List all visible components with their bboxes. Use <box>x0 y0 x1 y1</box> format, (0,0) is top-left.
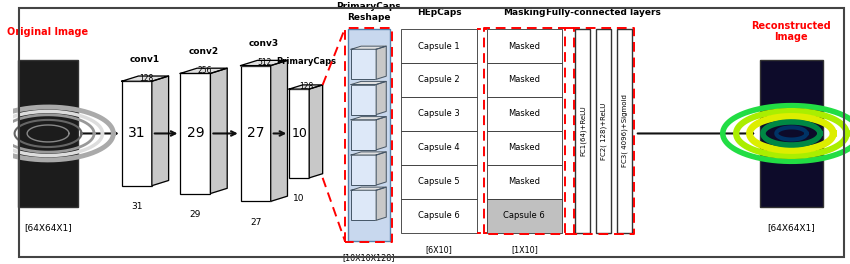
Polygon shape <box>351 46 386 49</box>
Text: 10: 10 <box>293 194 305 203</box>
Bar <box>487 97 562 131</box>
Bar <box>401 63 477 97</box>
Polygon shape <box>152 76 168 186</box>
Polygon shape <box>289 85 323 89</box>
Text: 27: 27 <box>246 126 264 140</box>
Text: FC2( 128)+ReLU: FC2( 128)+ReLU <box>601 102 607 159</box>
Text: 10: 10 <box>292 127 307 140</box>
Bar <box>487 199 562 233</box>
Text: FC1(64)+ReLU: FC1(64)+ReLU <box>580 106 586 156</box>
Text: Capsule 5: Capsule 5 <box>418 177 460 186</box>
Bar <box>351 155 377 185</box>
Text: Capsule 6: Capsule 6 <box>503 211 545 220</box>
Text: 27: 27 <box>250 218 261 227</box>
Text: Capsule 3: Capsule 3 <box>418 109 460 118</box>
Text: [64X64X1]: [64X64X1] <box>768 223 815 232</box>
Text: Reconstructed
Image: Reconstructed Image <box>751 21 831 43</box>
Text: PrimaryCaps: PrimaryCaps <box>276 57 336 66</box>
Bar <box>18 60 78 206</box>
Bar <box>597 29 611 233</box>
Bar <box>351 49 377 79</box>
Polygon shape <box>377 46 386 79</box>
Polygon shape <box>180 68 227 73</box>
Text: 29: 29 <box>190 210 201 219</box>
Polygon shape <box>122 76 168 81</box>
Text: 512: 512 <box>258 59 272 68</box>
Text: FC3( 4096)+Sigmoid: FC3( 4096)+Sigmoid <box>621 95 628 167</box>
Text: Fully-connected layers: Fully-connected layers <box>547 8 661 17</box>
Polygon shape <box>211 68 227 194</box>
Bar <box>760 60 823 206</box>
Bar <box>351 190 377 220</box>
Text: Capsule 2: Capsule 2 <box>418 76 460 84</box>
Text: Masked: Masked <box>508 41 541 50</box>
Bar <box>351 120 377 150</box>
Text: 128: 128 <box>299 82 314 92</box>
Bar <box>180 73 211 194</box>
Polygon shape <box>377 81 386 115</box>
Bar <box>241 65 270 201</box>
Bar <box>487 63 562 97</box>
Polygon shape <box>241 60 287 65</box>
Polygon shape <box>309 85 323 178</box>
Text: conv2: conv2 <box>189 47 218 56</box>
Text: 256: 256 <box>197 66 212 75</box>
Bar <box>575 29 591 233</box>
Text: Masked: Masked <box>508 143 541 152</box>
Bar <box>401 97 477 131</box>
Text: [10X10X128]: [10X10X128] <box>343 253 395 262</box>
Polygon shape <box>377 117 386 150</box>
Text: Masked: Masked <box>508 177 541 186</box>
Text: Capsule 1: Capsule 1 <box>418 41 460 50</box>
Bar <box>401 199 477 233</box>
Bar <box>617 29 632 233</box>
Text: PrimaryCaps
Reshape: PrimaryCaps Reshape <box>337 2 401 22</box>
Bar <box>401 165 477 199</box>
Polygon shape <box>377 187 386 220</box>
Text: 31: 31 <box>131 202 143 211</box>
Text: [6X10]: [6X10] <box>426 245 452 254</box>
Polygon shape <box>351 81 386 84</box>
Bar <box>289 89 309 178</box>
Text: 31: 31 <box>128 126 145 140</box>
Text: 128: 128 <box>139 74 153 83</box>
Bar <box>487 29 562 63</box>
Polygon shape <box>351 187 386 190</box>
Text: Capsule 4: Capsule 4 <box>418 143 460 152</box>
Polygon shape <box>270 60 287 201</box>
Bar <box>401 131 477 165</box>
Text: Masked: Masked <box>508 109 541 118</box>
Text: 29: 29 <box>186 126 204 140</box>
Bar <box>401 29 477 63</box>
Text: Capsule 6: Capsule 6 <box>418 211 460 220</box>
Bar <box>487 165 562 199</box>
Text: Original Image: Original Image <box>8 27 88 37</box>
Text: conv1: conv1 <box>130 55 160 64</box>
Text: HEpCaps: HEpCaps <box>416 8 462 17</box>
Text: conv3: conv3 <box>249 39 279 48</box>
Bar <box>487 131 562 165</box>
Bar <box>122 81 152 186</box>
Bar <box>351 84 377 115</box>
Text: Masking: Masking <box>503 8 546 17</box>
Polygon shape <box>377 152 386 185</box>
Bar <box>348 29 389 241</box>
Polygon shape <box>351 117 386 120</box>
Text: [1X10]: [1X10] <box>511 245 538 254</box>
Text: Masked: Masked <box>508 76 541 84</box>
Text: [64X64X1]: [64X64X1] <box>24 223 72 232</box>
Polygon shape <box>351 152 386 155</box>
